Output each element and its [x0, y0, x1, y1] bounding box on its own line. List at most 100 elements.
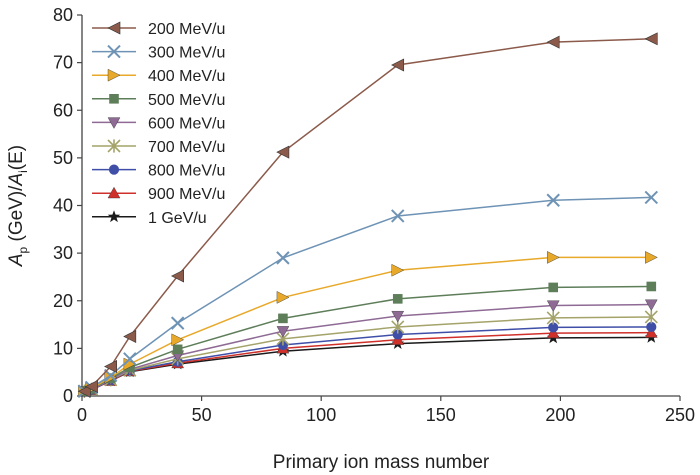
data-point [276, 145, 290, 159]
data-point [125, 362, 135, 373]
series-3 [79, 281, 657, 397]
y-axis-title-part: A [6, 173, 27, 187]
data-point [546, 326, 560, 339]
legend-marker [107, 139, 121, 153]
legend-label: 700 MeV/u [148, 139, 225, 156]
data-point [123, 352, 137, 366]
legend-entry: 600 MeV/u [92, 115, 225, 132]
data-point [546, 311, 560, 325]
y-axis-title-part: i [16, 170, 30, 173]
y-axis-title-part: (GeV)/ [6, 185, 27, 247]
x-tick-label: 250 [665, 405, 695, 425]
data-point [391, 209, 405, 223]
legend-label: 300 MeV/u [148, 45, 225, 62]
data-point [391, 263, 405, 277]
data-point [171, 333, 185, 347]
data-point [278, 313, 288, 324]
x-tick-label: 0 [77, 405, 87, 425]
legend-label: 800 MeV/u [148, 163, 225, 180]
series-0 [77, 32, 658, 398]
data-point [392, 329, 403, 340]
data-point [104, 359, 118, 373]
y-tick-label: 0 [63, 386, 73, 406]
x-tick-label: 200 [545, 405, 575, 425]
data-point [644, 299, 658, 311]
data-point [170, 316, 185, 330]
legend-marker [108, 164, 120, 175]
data-point [546, 35, 560, 49]
legend-label: 400 MeV/u [148, 68, 225, 85]
legend-entry: 900 MeV/u [92, 186, 225, 203]
y-tick-label: 30 [53, 243, 73, 263]
legend-label: 500 MeV/u [148, 92, 225, 109]
data-point [276, 251, 290, 265]
data-point [547, 251, 560, 264]
data-point [172, 344, 183, 355]
legend-entry: 400 MeV/u [92, 68, 225, 85]
y-tick-label: 60 [53, 100, 73, 120]
y-axis-title-part: A [6, 253, 27, 267]
data-point [391, 310, 405, 323]
data-point [546, 193, 560, 207]
data-point [391, 58, 405, 72]
y-tick-label: 80 [53, 5, 73, 25]
y-tick-label: 10 [53, 338, 73, 358]
series-layer [77, 32, 659, 398]
x-tick-label: 50 [192, 405, 212, 425]
data-point [84, 379, 98, 393]
data-point [392, 294, 403, 304]
legend-label: 200 MeV/u [148, 21, 225, 38]
legend-entry: 300 MeV/u [92, 45, 225, 62]
data-point [548, 282, 559, 293]
legend-marker [109, 94, 119, 104]
data-point [646, 281, 657, 292]
legend-entry: 1 GeV/u [92, 210, 207, 227]
axes: 0 50 100 150 200 250 0 10 20 30 40 50 60 70 80 [53, 5, 695, 425]
y-tick-label: 70 [53, 53, 73, 73]
legend-label: 600 MeV/u [148, 115, 225, 132]
data-point [644, 32, 658, 46]
x-tick-label: 100 [306, 405, 336, 425]
data-point [391, 320, 405, 334]
legend: 200 MeV/u 300 MeV/u 400 MeV/u 500 MeV/u 600 … [92, 21, 225, 227]
legend-entry: 700 MeV/u [92, 139, 225, 156]
x-tick-label: 150 [426, 405, 456, 425]
data-point [77, 384, 91, 398]
legend-entry: 500 MeV/u [92, 92, 225, 109]
legend-marker [107, 117, 121, 129]
legend-entry: 800 MeV/u [92, 163, 225, 180]
y-tick-label: 50 [53, 148, 73, 168]
y-tick-label: 20 [53, 291, 73, 311]
data-point [548, 322, 559, 333]
series-line [84, 256, 652, 392]
data-point [644, 326, 658, 338]
data-point [276, 291, 290, 304]
legend-label: 900 MeV/u [148, 186, 225, 203]
legend-marker [107, 186, 121, 199]
series-line [84, 285, 652, 392]
data-point [646, 321, 657, 333]
legend-marker [107, 210, 121, 223]
x-axis-title: Primary ion mass number [273, 452, 490, 473]
y-axis-title-part: (E) [6, 145, 27, 170]
data-point [644, 310, 658, 324]
data-point [276, 326, 290, 338]
legend-marker [107, 21, 121, 35]
legend-marker [107, 68, 121, 82]
y-tick-label: 40 [53, 196, 73, 216]
legend-entry: 200 MeV/u [92, 21, 225, 38]
legend-label: 1 GeV/u [148, 210, 207, 227]
data-point [546, 300, 560, 312]
y-axis-title-part: p [16, 246, 30, 253]
data-point [645, 251, 658, 264]
legend-marker [107, 44, 121, 59]
series-4 [78, 299, 658, 398]
data-point [123, 329, 137, 343]
data-point [644, 190, 659, 205]
data-point [171, 269, 184, 283]
series-line [84, 326, 652, 392]
series-line [84, 331, 652, 392]
y-axis-title: Ap (GeV)/Ai(E) [6, 145, 30, 267]
